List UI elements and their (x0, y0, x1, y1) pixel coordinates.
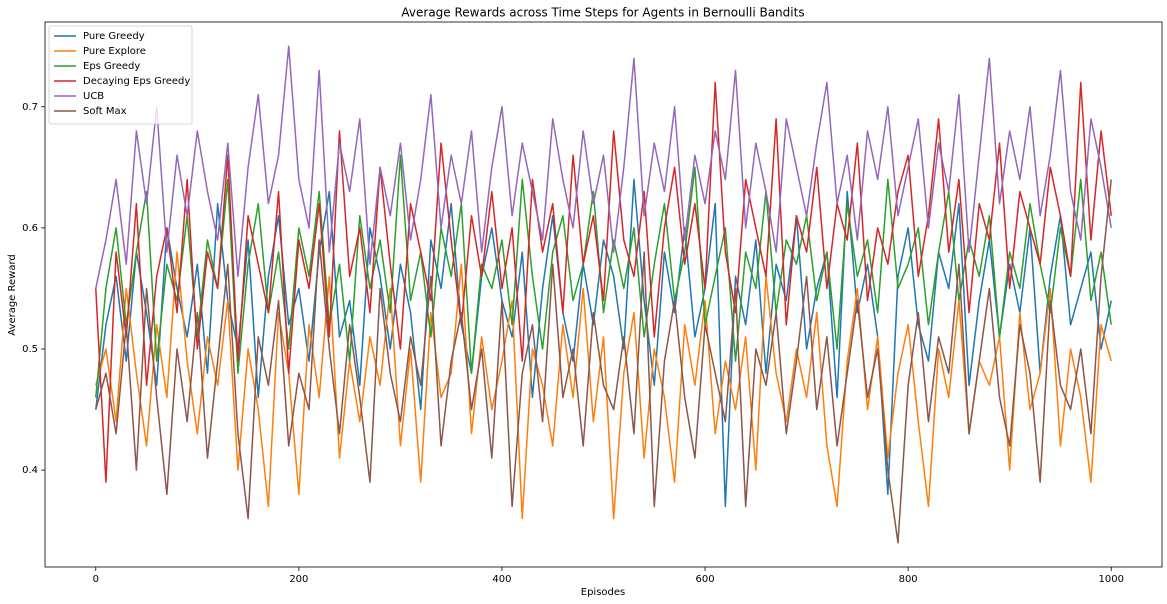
series-line (95, 154, 1112, 398)
y-tick-label: 0.6 (22, 223, 38, 234)
series-line (95, 45, 1112, 289)
x-tick-label: 0 (93, 574, 99, 585)
series-line (95, 178, 1112, 508)
x-tick-label: 600 (695, 574, 714, 585)
series-line (95, 81, 1112, 483)
y-tick-label: 0.4 (22, 465, 38, 476)
x-tick-label: 200 (289, 574, 308, 585)
legend-label: Pure Explore (83, 46, 146, 57)
legend-box (48, 25, 193, 125)
y-tick-label: 0.7 (22, 102, 38, 113)
legend-label: Soft Max (83, 106, 127, 117)
x-tick-label: 800 (899, 574, 918, 585)
plot-frame (44, 21, 1163, 568)
y-axis-label: Average Reward (7, 254, 18, 335)
x-tick-label: 400 (492, 574, 511, 585)
x-axis-label: Episodes (581, 587, 625, 598)
legend-label: UCB (83, 91, 104, 102)
series-line (95, 251, 1112, 520)
y-tick-label: 0.5 (22, 344, 38, 355)
legend: Pure Greedy Pure Explore Eps Greedy Decayin… (48, 25, 193, 125)
plot-lines (95, 45, 1112, 544)
series-line (95, 179, 1112, 544)
legend-label: Decaying Eps Greedy (83, 76, 190, 87)
legend-label: Eps Greedy (83, 61, 140, 72)
legend-label: Pure Greedy (83, 31, 145, 42)
chart-title: Average Rewards across Time Steps for Ag… (401, 6, 804, 20)
x-tick-label: 1000 (1099, 574, 1124, 585)
